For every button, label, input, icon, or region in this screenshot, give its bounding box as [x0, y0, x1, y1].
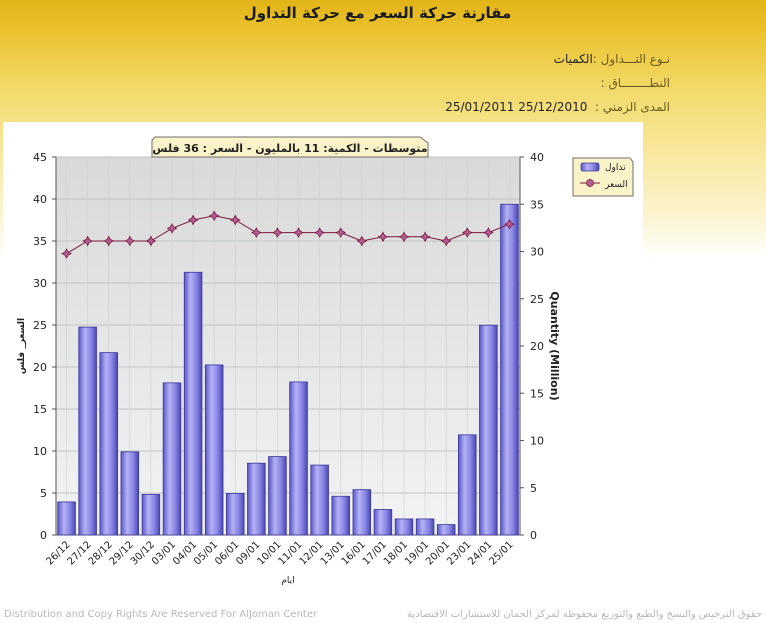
period-label: المدى الزمني :: [595, 100, 670, 114]
bar: [120, 451, 140, 536]
bar: [99, 352, 118, 536]
bar: [436, 524, 456, 536]
price-point: [166, 223, 178, 234]
page-title: مقارنة حركة السعر مع حركة التداول: [243, 4, 512, 22]
bar: [162, 382, 182, 536]
price-point: [187, 214, 199, 226]
bar: [394, 518, 414, 536]
y-left-tick-label: 0: [40, 529, 47, 542]
price-point: [208, 210, 220, 222]
bar: [289, 381, 308, 536]
legend-bar-swatch: [580, 162, 600, 172]
y-left-axis-title: السعر_ فلس: [17, 318, 27, 374]
trade-type-row: نـوع التـــداول :الكميات: [554, 52, 670, 66]
y-left-tick-label: 5: [40, 487, 47, 500]
bar: [352, 489, 372, 536]
price-line: [66, 215, 510, 255]
y-right-axis-title: Quantity (Million): [548, 291, 561, 400]
y-right-tick-label: 35: [530, 198, 544, 211]
y-left-tick-label: 25: [33, 319, 47, 332]
price-point: [145, 235, 157, 247]
bar: [78, 326, 97, 536]
y-left-tick-label: 40: [33, 193, 47, 206]
y-left-tick-label: 15: [33, 403, 47, 416]
bar: [310, 464, 329, 536]
x-tick-label: 25/01: [487, 539, 515, 567]
y-right-tick-label: 10: [530, 435, 544, 448]
legend-bar-label: تداول: [605, 163, 626, 173]
bar: [141, 493, 161, 536]
range-label: النطــــــــاق :: [600, 76, 670, 90]
bar: [458, 434, 477, 536]
price-point: [377, 231, 389, 243]
price-point: [272, 227, 283, 238]
footer-copyright-ar: حقوق الترخيص والنسخ والطبع والتوزيع محفو…: [406, 609, 762, 620]
bar: [415, 518, 435, 536]
price-point: [103, 235, 115, 247]
y-left-tick-label: 30: [33, 277, 47, 290]
price-point: [398, 231, 410, 243]
trade-type-value: الكميات: [553, 52, 593, 66]
trade-type-label: نـوع التـــداول :: [592, 52, 670, 66]
bar: [247, 462, 266, 536]
price-point: [504, 218, 515, 230]
bar: [204, 364, 224, 536]
range-row: النطــــــــاق :: [601, 76, 670, 90]
bar: [268, 456, 287, 536]
y-left-tick-label: 45: [33, 151, 47, 164]
y-left-tick-label: 35: [33, 235, 47, 248]
chart-panel: 0 5 10 15 20 25 30 35 40 45 0 5 10 15 20 25 30 35 40 26/12 2…: [3, 122, 643, 602]
y-right-tick-label: 20: [530, 340, 544, 353]
price-point: [335, 227, 347, 238]
footer-copyright-en: Distribution and Copy Rights Are Reserve…: [4, 609, 318, 620]
y-left-tick-label: 10: [33, 445, 47, 458]
price-point: [419, 231, 431, 243]
x-axis-title: ايام: [281, 576, 294, 586]
legend-line-marker: [586, 179, 594, 187]
y-right-tick-label: 15: [530, 387, 544, 400]
price-point: [229, 214, 241, 226]
bar: [57, 501, 76, 536]
price-point: [314, 227, 325, 238]
bar: [183, 271, 203, 536]
bar: [373, 509, 393, 536]
y-right-tick-label: 25: [530, 293, 544, 306]
price-point: [356, 235, 368, 247]
price-point: [124, 235, 136, 247]
price-point: [293, 227, 304, 238]
bar: [479, 324, 498, 536]
y-right-tick-label: 40: [530, 151, 544, 164]
price-point: [483, 227, 494, 238]
y-right-tick-label: 5: [530, 482, 537, 495]
period-value: 25/12/2010 25/01/2011: [445, 100, 588, 114]
bar: [500, 203, 519, 536]
period-row: المدى الزمني : 25/12/2010 25/01/2011: [445, 100, 670, 114]
y-right-tick-label: 0: [530, 529, 537, 542]
legend-line-label: السعر: [604, 180, 628, 190]
price-point: [440, 235, 452, 247]
bar: [226, 493, 245, 536]
price-point: [61, 248, 72, 259]
y-right-tick-label: 30: [530, 246, 544, 259]
chart-title-box: [151, 136, 429, 158]
chart-title: متوسطات - الكمية: 11 بالمليون - السعر : …: [152, 142, 427, 155]
price-point: [461, 227, 473, 238]
bar: [331, 495, 350, 536]
price-point: [251, 227, 262, 238]
y-left-tick-label: 20: [33, 361, 47, 374]
price-point: [82, 235, 93, 247]
price-volume-chart: 051015202530354045051015202530354026/122…: [17, 136, 634, 586]
